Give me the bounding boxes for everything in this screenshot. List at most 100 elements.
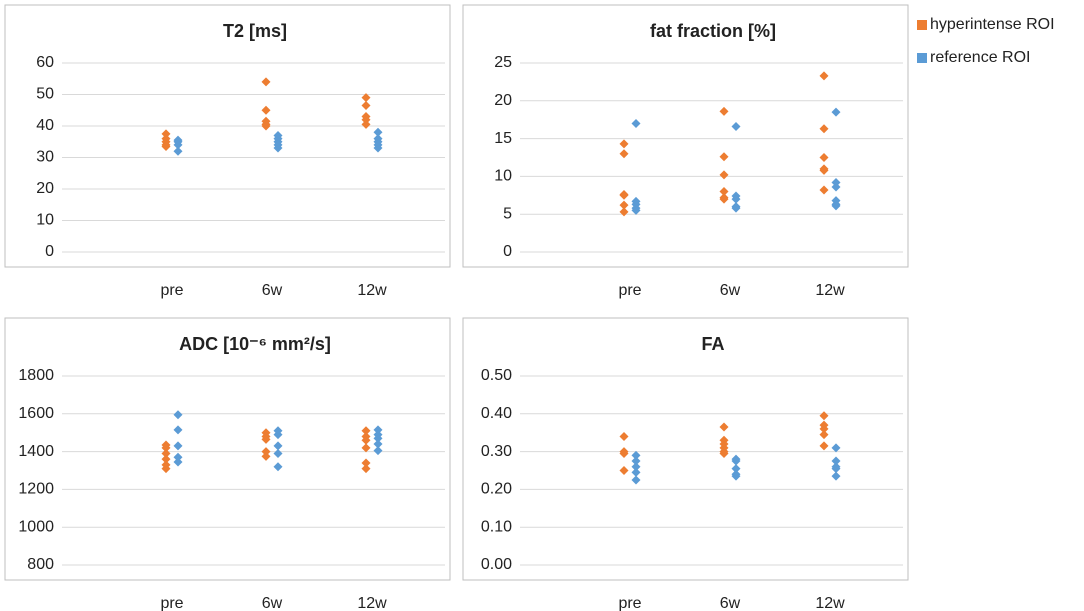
data-point	[161, 443, 171, 453]
data-point	[361, 101, 371, 111]
y-tick-label: 1200	[18, 481, 54, 498]
data-point	[619, 466, 629, 475]
data-point	[831, 464, 841, 474]
data-point	[273, 462, 283, 472]
chart-title: T2 [ms]	[223, 21, 287, 41]
data-point	[273, 441, 283, 451]
data-point	[819, 430, 829, 440]
y-tick-label: 1400	[18, 443, 54, 460]
data-point	[719, 170, 729, 180]
data-point	[373, 439, 383, 449]
data-point	[261, 447, 271, 457]
data-point	[819, 411, 829, 421]
data-point	[161, 448, 171, 458]
data-point	[373, 446, 383, 456]
data-point	[361, 119, 371, 129]
data-point	[161, 141, 171, 151]
data-point	[731, 203, 741, 213]
data-point	[373, 425, 383, 435]
data-point	[731, 122, 741, 132]
chart-title: ADC [10⁻⁶ mm²/s]	[179, 334, 331, 354]
x-tick-label: 12w	[815, 282, 845, 299]
x-tick-label: 12w	[357, 595, 387, 611]
data-point	[619, 200, 629, 210]
data-point	[631, 118, 641, 128]
y-tick-label: 15	[494, 130, 512, 147]
y-tick-label: 50	[36, 86, 54, 103]
data-point	[631, 467, 641, 477]
chart-frame	[4, 317, 451, 581]
y-tick-label: 800	[27, 556, 54, 573]
data-point	[361, 464, 371, 474]
data-point	[831, 107, 841, 117]
x-tick-label: 12w	[815, 595, 845, 611]
data-point	[619, 139, 629, 149]
y-tick-label: 20	[494, 92, 512, 109]
data-point	[261, 77, 271, 87]
chart-frame	[4, 4, 451, 268]
data-point	[819, 424, 829, 434]
data-point	[173, 146, 183, 156]
legend-swatch	[917, 53, 927, 63]
y-tick-label: 0	[503, 243, 512, 260]
x-tick-label: 6w	[720, 282, 741, 299]
data-point	[631, 475, 641, 485]
data-point	[819, 124, 829, 134]
data-point	[719, 187, 729, 197]
y-tick-label: 60	[36, 54, 54, 71]
y-tick-label: 1800	[18, 367, 54, 384]
x-tick-label: pre	[160, 282, 183, 299]
x-tick-label: 6w	[262, 595, 283, 611]
data-point	[173, 457, 183, 467]
data-point	[819, 153, 829, 162]
data-point	[719, 448, 729, 458]
data-point	[361, 443, 371, 453]
y-tick-label: 0.10	[481, 518, 512, 535]
y-tick-label: 0.30	[481, 443, 512, 460]
data-point	[719, 194, 729, 204]
y-tick-label: 10	[494, 168, 512, 185]
chart-frame	[462, 317, 909, 581]
data-point	[173, 410, 183, 420]
y-tick-label: 0	[45, 243, 54, 260]
data-point	[731, 471, 741, 481]
data-point	[619, 431, 629, 441]
data-point	[719, 106, 729, 116]
data-point	[731, 456, 741, 466]
data-point	[631, 462, 641, 472]
data-point	[361, 115, 371, 125]
y-tick-label: 0.50	[481, 367, 512, 384]
chart-title: FA	[701, 334, 724, 354]
x-tick-label: pre	[618, 282, 641, 299]
data-point	[273, 430, 283, 440]
data-point	[161, 129, 171, 139]
data-point	[373, 433, 383, 443]
y-tick-label: 1000	[18, 518, 54, 535]
data-point	[173, 441, 183, 451]
data-point	[261, 451, 271, 461]
y-tick-label: 0.00	[481, 556, 512, 573]
data-point	[373, 127, 383, 137]
data-point	[619, 448, 629, 458]
chart-title: fat fraction [%]	[650, 21, 776, 41]
y-tick-label: 25	[494, 54, 512, 71]
data-point	[631, 450, 641, 460]
data-point	[373, 143, 383, 153]
x-tick-label: 6w	[262, 282, 283, 299]
data-point	[619, 149, 629, 159]
data-point	[361, 93, 371, 103]
y-tick-label: 0.40	[481, 405, 512, 422]
data-point	[273, 143, 283, 153]
y-tick-label: 1600	[18, 405, 54, 422]
data-point	[719, 152, 729, 162]
legend-label: reference ROI	[930, 49, 1030, 66]
legend-swatch	[917, 20, 927, 30]
x-tick-label: pre	[160, 595, 183, 611]
legend-label: hyperintense ROI	[930, 16, 1055, 33]
data-point	[173, 425, 183, 435]
data-point	[161, 454, 171, 464]
data-point	[819, 441, 829, 451]
x-tick-label: 12w	[357, 282, 387, 299]
data-point	[831, 177, 841, 187]
